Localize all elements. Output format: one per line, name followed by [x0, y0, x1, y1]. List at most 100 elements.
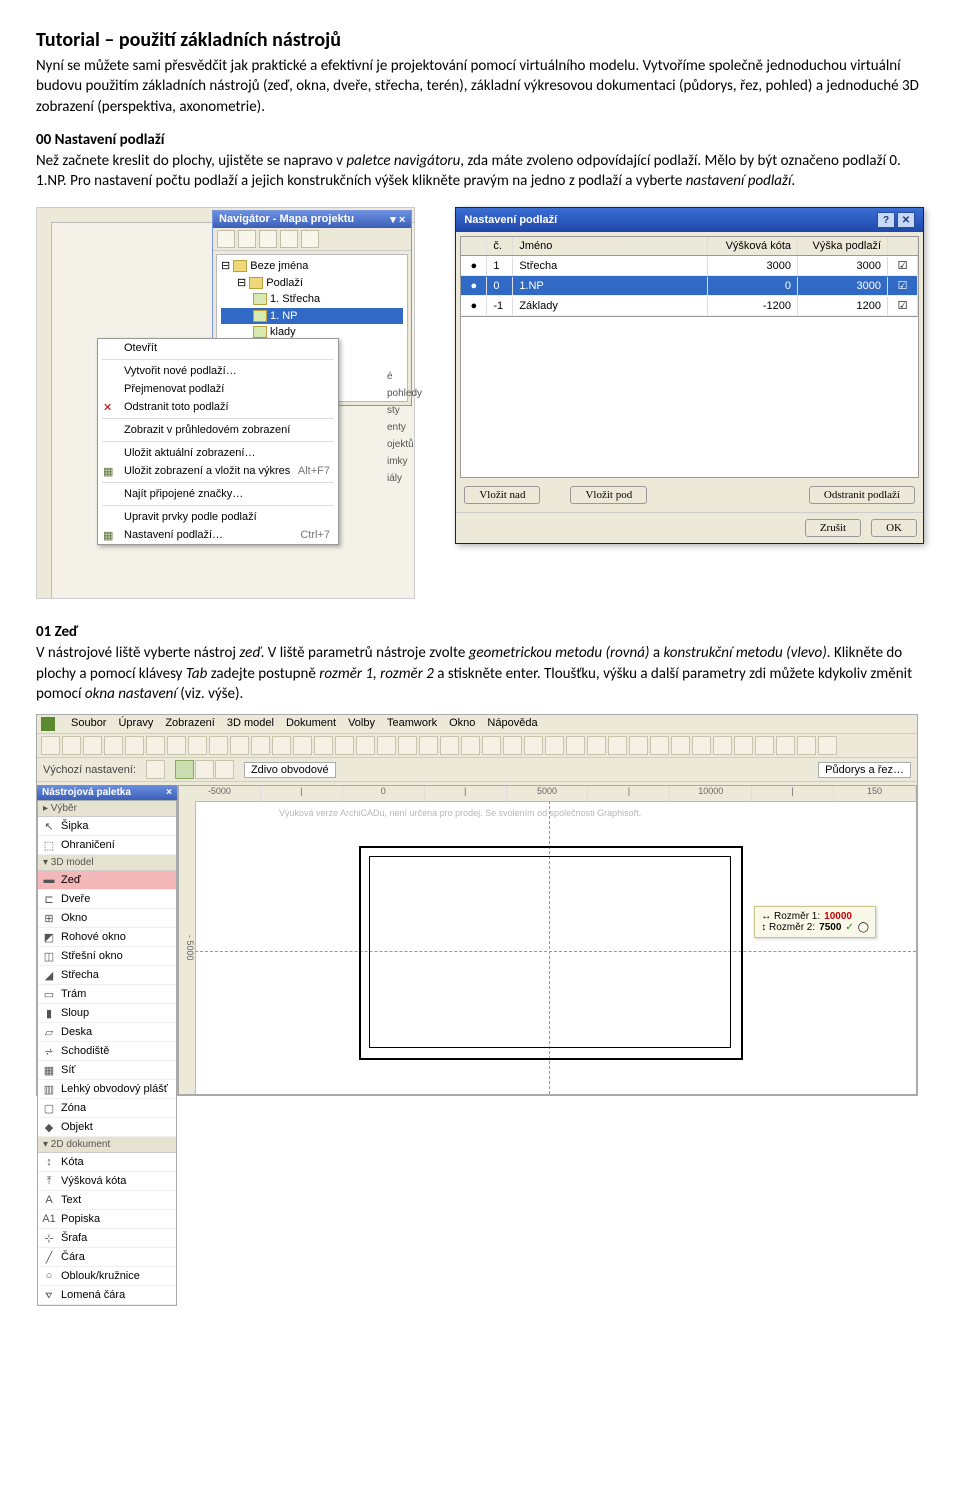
tracker-value-2[interactable]: 7500: [819, 922, 841, 933]
method-icon[interactable]: [195, 760, 214, 779]
geom-icons[interactable]: [175, 760, 234, 779]
toolbar-icon[interactable]: [545, 736, 564, 755]
tool-item[interactable]: ◢Střecha: [38, 966, 176, 985]
tool-item[interactable]: ○Oblouk/kružnice: [38, 1267, 176, 1286]
tool-item[interactable]: ◆Objekt: [38, 1118, 176, 1137]
toolbar-icon[interactable]: [776, 736, 795, 755]
context-menu-item[interactable]: Přejmenovat podlaží: [98, 380, 338, 398]
story-height[interactable]: 1200: [798, 297, 888, 315]
context-menu-item[interactable]: Zobrazit v průhledovém zobrazení: [98, 421, 338, 439]
menu-item[interactable]: Teamwork: [387, 717, 437, 731]
context-menu-item[interactable]: Najít připojené značky…: [98, 485, 338, 503]
navigator-close-icon[interactable]: ▾ ×: [390, 213, 405, 226]
tool-item[interactable]: ↕Kóta: [38, 1153, 176, 1172]
tool-item[interactable]: ↖Šipka: [38, 817, 176, 836]
toolbar-icon[interactable]: [818, 736, 837, 755]
toolbar-icon[interactable]: [377, 736, 396, 755]
plan-display-field[interactable]: Půdorys a řez…: [818, 762, 911, 778]
method-icon[interactable]: [175, 760, 194, 779]
context-menu-item[interactable]: Otevřít: [98, 339, 338, 357]
story-checkbox[interactable]: ☑: [888, 256, 918, 275]
toolbar-icon[interactable]: [734, 736, 753, 755]
story-name[interactable]: Základy: [513, 297, 708, 315]
wall-composite-field[interactable]: Zdivo obvodové: [244, 762, 336, 778]
context-menu-item[interactable]: Uložit zobrazení a vložit na výkresAlt+F…: [98, 462, 338, 480]
toolbar-icon[interactable]: [755, 736, 774, 755]
toolbar-icon[interactable]: [62, 736, 81, 755]
tool-item[interactable]: ◫Střešní okno: [38, 947, 176, 966]
toolbar-icon[interactable]: [209, 736, 228, 755]
toolbar-icon[interactable]: [167, 736, 186, 755]
toolbar-icon[interactable]: [314, 736, 333, 755]
drawing-canvas[interactable]: -5000|0|5000|10000|150 - 5000 Výuková ve…: [178, 785, 917, 1095]
tool-group[interactable]: ▾ 3D model: [38, 855, 176, 871]
toolbar-icon[interactable]: [482, 736, 501, 755]
toolbar-icon[interactable]: [41, 736, 60, 755]
tree-story-selected[interactable]: 1. NP: [221, 308, 403, 325]
wall-icon[interactable]: [146, 760, 165, 779]
toolbar-icon[interactable]: [188, 736, 207, 755]
nav-tb-icon[interactable]: [280, 230, 298, 248]
toolbar-icon[interactable]: [440, 736, 459, 755]
context-menu-item[interactable]: Odstranit toto podlaží: [98, 398, 338, 416]
story-row[interactable]: ●1Střecha30003000☑: [461, 256, 918, 276]
close-icon[interactable]: ×: [166, 787, 172, 798]
tool-item[interactable]: ⊏Dveře: [38, 890, 176, 909]
toolbar-icon[interactable]: [230, 736, 249, 755]
story-elevation[interactable]: 0: [708, 277, 798, 295]
toolbar-icon[interactable]: [566, 736, 585, 755]
tree-root[interactable]: ⊟ Beze jména: [221, 258, 403, 275]
method-icon[interactable]: [215, 760, 234, 779]
toolbar-icon[interactable]: [503, 736, 522, 755]
toolbar-icon[interactable]: [356, 736, 375, 755]
tool-item[interactable]: AText: [38, 1191, 176, 1210]
tool-item[interactable]: ◩Rohové okno: [38, 928, 176, 947]
tool-item[interactable]: ▢Zóna: [38, 1099, 176, 1118]
toolbar-icon[interactable]: [104, 736, 123, 755]
tracker-value-1[interactable]: 10000: [824, 911, 852, 922]
tool-item[interactable]: ▥Lehký obvodový plášť: [38, 1080, 176, 1099]
toolbar-icon[interactable]: [293, 736, 312, 755]
tool-item[interactable]: ▱Deska: [38, 1023, 176, 1042]
navigator-titlebar[interactable]: Navigátor - Mapa projektu ▾ ×: [213, 211, 411, 228]
toolbar-icon[interactable]: [251, 736, 270, 755]
tool-item[interactable]: ▦Síť: [38, 1061, 176, 1080]
toolbar-icon[interactable]: [461, 736, 480, 755]
tree-story[interactable]: 1. Střecha: [221, 291, 403, 308]
toolbar-icon[interactable]: [83, 736, 102, 755]
menu-item[interactable]: Volby: [348, 717, 375, 731]
story-height[interactable]: 3000: [798, 277, 888, 295]
tree-stories[interactable]: ⊟ Podlaží: [221, 275, 403, 292]
toolbar-icon[interactable]: [797, 736, 816, 755]
ok-button[interactable]: OK: [871, 519, 917, 537]
toolbar-icon[interactable]: [272, 736, 291, 755]
story-elevation[interactable]: -1200: [708, 297, 798, 315]
delete-story-button[interactable]: Odstranit podlaží: [809, 486, 915, 504]
nav-tb-icon[interactable]: [259, 230, 277, 248]
tool-item[interactable]: ⬚Ohraničení: [38, 836, 176, 855]
nav-tb-icon[interactable]: [301, 230, 319, 248]
tool-item[interactable]: ▬Zeď: [38, 871, 176, 890]
palette-titlebar[interactable]: Nástrojová paletka×: [37, 785, 177, 800]
toolbar-icon[interactable]: [125, 736, 144, 755]
menu-item[interactable]: Nápověda: [487, 717, 537, 731]
extra-icon[interactable]: ◯: [858, 922, 869, 933]
story-name[interactable]: Střecha: [513, 257, 708, 275]
tool-item[interactable]: A1Popiska: [38, 1210, 176, 1229]
story-row[interactable]: ●-1Základy-12001200☑: [461, 296, 918, 316]
dialog-titlebar[interactable]: Nastavení podlaží ?✕: [456, 208, 923, 232]
story-name[interactable]: 1.NP: [513, 277, 708, 295]
tool-item[interactable]: ⦡Lomená čára: [38, 1286, 176, 1305]
help-icon[interactable]: ?: [877, 212, 895, 228]
toolbar-icon[interactable]: [587, 736, 606, 755]
toolbar-icon[interactable]: [524, 736, 543, 755]
context-menu-item[interactable]: Vytvořit nové podlaží…: [98, 362, 338, 380]
menu-item[interactable]: 3D model: [227, 717, 274, 731]
toolbar-icon[interactable]: [629, 736, 648, 755]
story-height[interactable]: 3000: [798, 257, 888, 275]
menu-item[interactable]: Dokument: [286, 717, 336, 731]
toolbar-icon[interactable]: [650, 736, 669, 755]
story-checkbox[interactable]: ☑: [888, 296, 918, 315]
tool-item[interactable]: ⩫Schodiště: [38, 1042, 176, 1061]
context-menu-item[interactable]: Uložit aktuální zobrazení…: [98, 444, 338, 462]
